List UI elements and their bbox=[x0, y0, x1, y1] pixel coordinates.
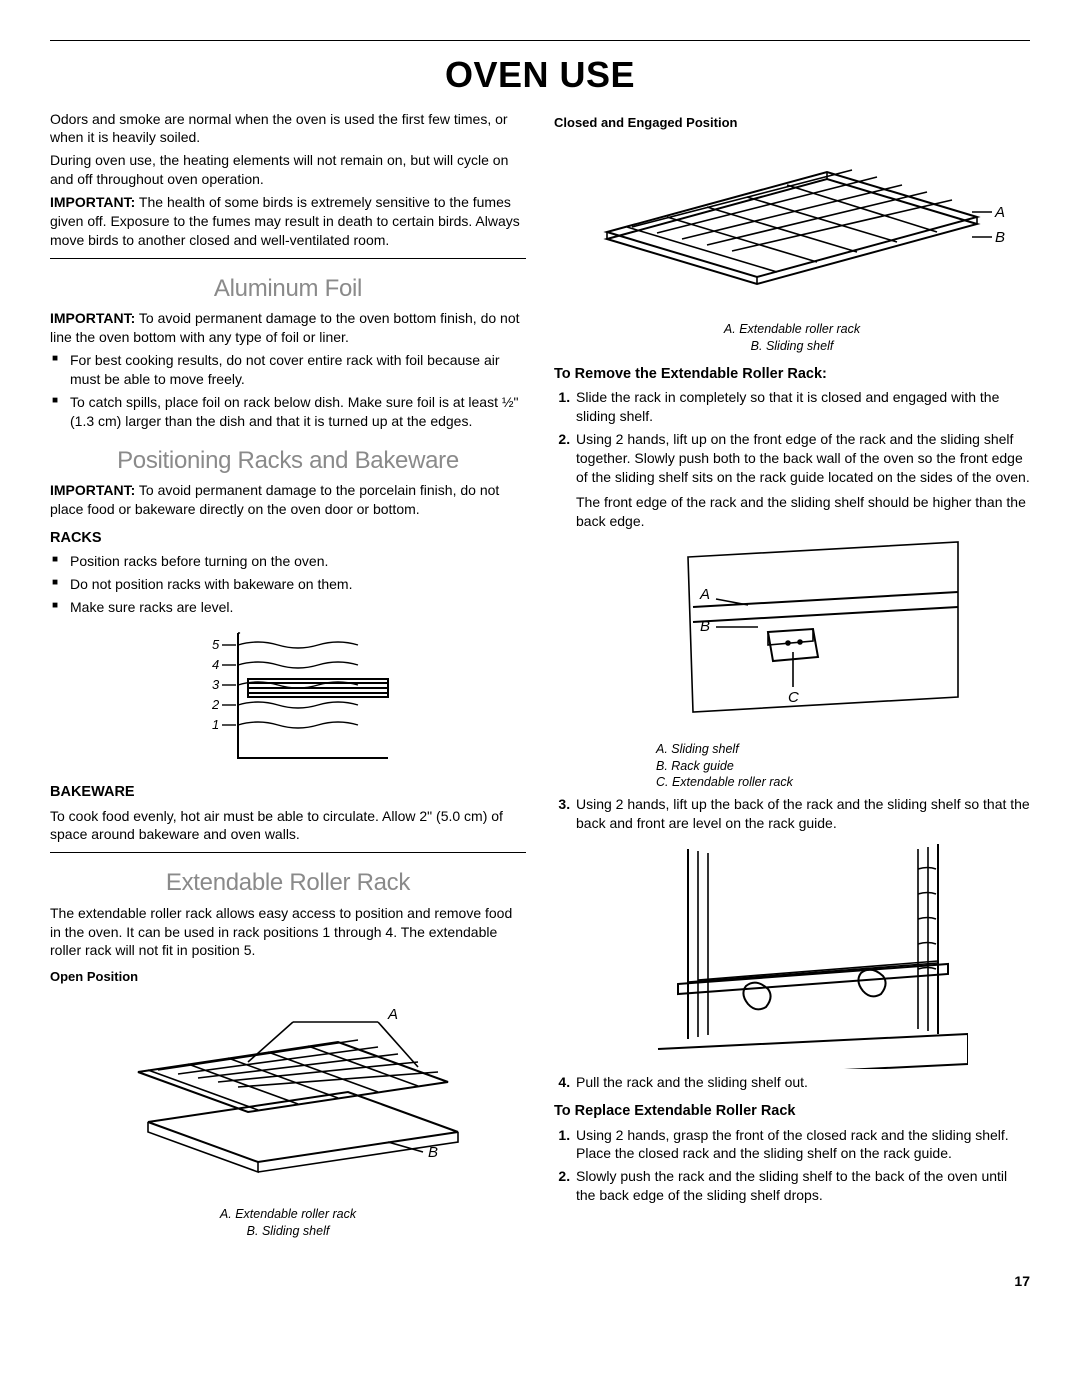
open-position-figure: A B bbox=[50, 992, 526, 1202]
intro-p2: During oven use, the heating elements wi… bbox=[50, 151, 526, 189]
step-2-text: Using 2 hands, lift up on the front edge… bbox=[576, 431, 1030, 485]
cap-b: B. Rack guide bbox=[656, 758, 1030, 775]
open-label-a: A bbox=[387, 1006, 398, 1023]
rack-label-4: 4 bbox=[212, 657, 219, 672]
detail-a: A bbox=[699, 586, 710, 603]
bullet-item: Position racks before turning on the ove… bbox=[50, 552, 526, 571]
rack-label-5: 5 bbox=[212, 637, 220, 652]
bullet-item: Make sure racks are level. bbox=[50, 598, 526, 617]
aluminum-important: IMPORTANT: To avoid permanent damage to … bbox=[50, 309, 526, 347]
extendable-intro: The extendable roller rack allows easy a… bbox=[50, 904, 526, 961]
aluminum-foil-heading: Aluminum Foil bbox=[50, 273, 526, 305]
top-rule bbox=[50, 40, 1030, 41]
level-rack-figure bbox=[576, 839, 1030, 1069]
replace-steps: Using 2 hands, grasp the front of the cl… bbox=[554, 1126, 1030, 1206]
caption-a: A. Extendable roller rack bbox=[554, 321, 1030, 338]
remove-head: To Remove the Extendable Roller Rack: bbox=[554, 365, 1030, 385]
rack-label-1: 1 bbox=[212, 717, 219, 732]
left-column: Odors and smoke are normal when the oven… bbox=[50, 106, 526, 1242]
aluminum-bullets: For best cooking results, do not cover e… bbox=[50, 351, 526, 431]
remove-steps: Slide the rack in completely so that it … bbox=[554, 388, 1030, 1092]
cap-c: C. Extendable roller rack bbox=[656, 774, 1030, 791]
open-caption: A. Extendable roller rack B. Sliding she… bbox=[50, 1206, 526, 1240]
bullet-item: To catch spills, place foil on rack belo… bbox=[50, 393, 526, 431]
right-column: Closed and Engaged Position bbox=[554, 106, 1030, 1242]
positioning-heading: Positioning Racks and Bakeware bbox=[50, 445, 526, 477]
page-number: 17 bbox=[50, 1272, 1030, 1291]
intro-important: IMPORTANT: The health of some birds is e… bbox=[50, 193, 526, 250]
cap-a: A. Sliding shelf bbox=[656, 741, 1030, 758]
caption-b: B. Sliding shelf bbox=[50, 1223, 526, 1240]
step-3: Using 2 hands, lift up the back of the r… bbox=[574, 795, 1030, 1069]
page-title: OVEN USE bbox=[50, 51, 1030, 100]
detail-c: C bbox=[788, 689, 799, 706]
step-2b: The front edge of the rack and the slidi… bbox=[576, 493, 1030, 531]
step-1: Slide the rack in completely so that it … bbox=[574, 388, 1030, 426]
extendable-heading: Extendable Roller Rack bbox=[50, 867, 526, 899]
bakeware-subhead: BAKEWARE bbox=[50, 783, 526, 803]
step-4: Pull the rack and the sliding shelf out. bbox=[574, 1073, 1030, 1092]
positioning-important: IMPORTANT: To avoid permanent damage to … bbox=[50, 481, 526, 519]
open-label-b: B bbox=[428, 1144, 438, 1161]
important-label: IMPORTANT: bbox=[50, 194, 135, 210]
divider bbox=[50, 258, 526, 259]
detail-b: B bbox=[700, 618, 710, 635]
divider bbox=[50, 852, 526, 853]
two-column-layout: Odors and smoke are normal when the oven… bbox=[50, 106, 1030, 1242]
replace-head: To Replace Extendable Roller Rack bbox=[554, 1102, 1030, 1122]
racks-figure: 5 4 3 2 1 bbox=[50, 623, 526, 773]
caption-a: A. Extendable roller rack bbox=[50, 1206, 526, 1223]
closed-caption: A. Extendable roller rack B. Sliding she… bbox=[554, 321, 1030, 355]
intro-p1: Odors and smoke are normal when the oven… bbox=[50, 110, 526, 148]
replace-1: Using 2 hands, grasp the front of the cl… bbox=[574, 1126, 1030, 1164]
detail-caption: A. Sliding shelf B. Rack guide C. Extend… bbox=[656, 741, 1030, 792]
important-label: IMPORTANT: bbox=[50, 482, 135, 498]
bullet-item: For best cooking results, do not cover e… bbox=[50, 351, 526, 389]
step-2: Using 2 hands, lift up on the front edge… bbox=[574, 430, 1030, 791]
rack-label-2: 2 bbox=[211, 697, 220, 712]
racks-subhead: RACKS bbox=[50, 529, 526, 549]
bullet-item: Do not position racks with bakeware on t… bbox=[50, 575, 526, 594]
closed-label-b: B bbox=[995, 229, 1005, 246]
important-label: IMPORTANT: bbox=[50, 310, 135, 326]
racks-bullets: Position racks before turning on the ove… bbox=[50, 552, 526, 617]
closed-label-a: A bbox=[994, 204, 1005, 221]
open-position-head: Open Position bbox=[50, 968, 526, 986]
step-3-text: Using 2 hands, lift up the back of the r… bbox=[576, 796, 1030, 831]
rack-label-3: 3 bbox=[212, 677, 220, 692]
closed-head: Closed and Engaged Position bbox=[554, 114, 1030, 132]
caption-b: B. Sliding shelf bbox=[554, 338, 1030, 355]
bakeware-text: To cook food evenly, hot air must be abl… bbox=[50, 807, 526, 845]
detail-figure: A B C bbox=[576, 537, 1030, 737]
replace-2: Slowly push the rack and the sliding she… bbox=[574, 1167, 1030, 1205]
closed-position-figure: A B bbox=[554, 137, 1030, 317]
